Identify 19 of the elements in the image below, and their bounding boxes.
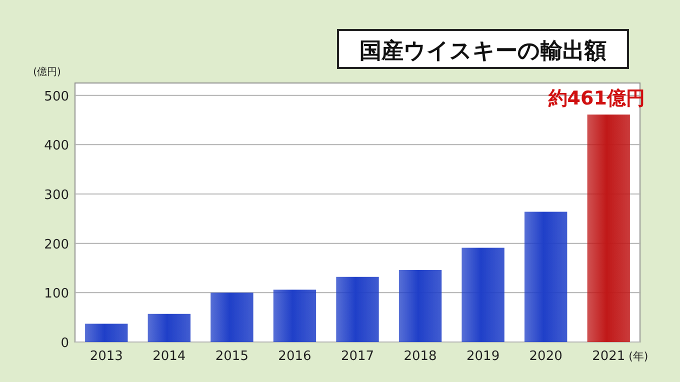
y-tick-label: 0 [60,336,69,351]
y-axis-title: (億円) [33,66,61,78]
x-axis-title: (年) [628,350,648,363]
x-tick-label: 2021 [592,349,626,364]
x-tick-label: 2018 [404,349,437,364]
x-tick-label: 2014 [152,349,186,364]
chart-title: 国産ウイスキーの輸出額 [360,38,606,64]
y-tick-label: 100 [44,286,69,302]
y-tick-label: 300 [44,188,69,203]
x-tick-label: 2015 [215,349,248,364]
annotation: 約461億円 [547,88,645,110]
x-tick-label: 2019 [466,349,500,364]
y-tick-label: 400 [44,138,69,154]
y-tick-label: 500 [44,89,69,104]
x-tick-label: 2020 [529,349,562,364]
x-tick-label: 2016 [278,349,312,364]
x-tick-label: 2013 [90,349,123,364]
x-tick-label: 2017 [340,349,374,364]
y-tick-label: 200 [44,237,69,252]
